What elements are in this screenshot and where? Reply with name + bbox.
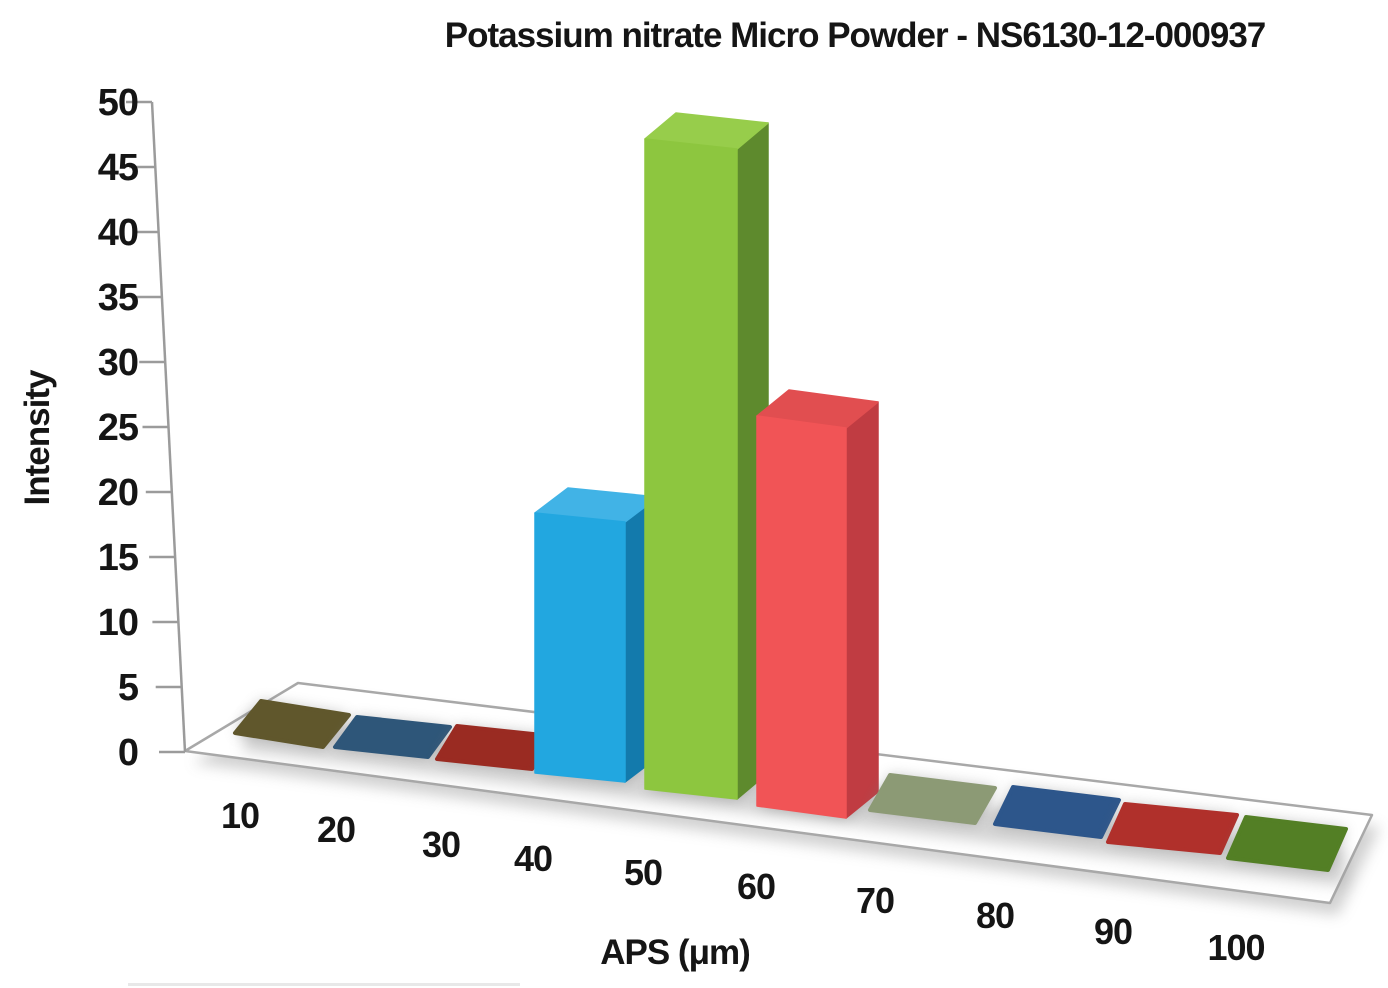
bar-front-60 [756,415,847,819]
tile-90 [1106,802,1239,855]
y-tick-label: 10 [98,602,138,644]
tile-70 [868,773,997,825]
bar-front-40 [534,512,626,783]
x-tick-label: 10 [221,795,259,836]
tile-100 [1226,815,1348,872]
y-tick-label: 0 [118,732,138,774]
scan-artifact-line [128,983,520,986]
x-tick-label: 50 [624,852,662,893]
x-tick-label: 100 [1207,927,1264,968]
y-tick-label: 25 [98,407,139,449]
tile-20 [333,715,452,759]
tile-10 [233,699,351,749]
y-tick-label: 20 [98,472,138,514]
chart-title: Potassium nitrate Micro Powder - NS6130-… [444,16,1267,55]
bar-side-60 [845,401,879,819]
y-tick-label: 5 [118,667,139,709]
x-tick-label: 70 [856,880,894,921]
bar-front-50 [644,138,738,800]
x-tick-label: 30 [422,824,460,865]
tile-80 [993,785,1121,839]
x-axis-title: APS (μm) [600,933,751,972]
y-tick-label: 15 [98,537,139,579]
y-tick-label: 35 [98,277,139,319]
x-tick-label: 20 [317,809,355,850]
y-tick-label: 45 [98,147,139,189]
y-tick-label: 50 [98,82,138,124]
x-tick-label: 60 [737,866,775,907]
y-tick-label: 30 [98,342,138,384]
x-tick-label: 90 [1094,911,1132,952]
x-tick-label: 80 [976,895,1014,936]
y-tick-label: 40 [98,212,138,254]
x-tick-label: 40 [514,838,552,879]
y-axis-title: Intensity [18,370,57,506]
